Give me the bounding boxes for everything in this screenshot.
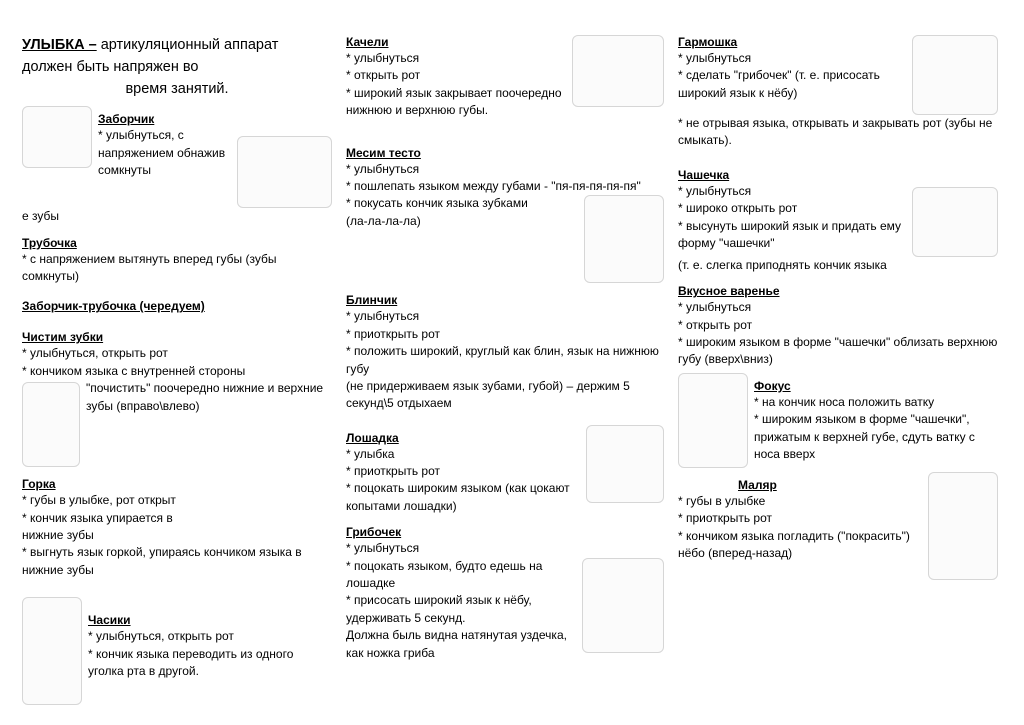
gorka-title: Горка bbox=[22, 477, 332, 491]
varenye-l1: * улыбнуться bbox=[678, 299, 998, 316]
magician-icon bbox=[678, 373, 748, 468]
seesaw-icon bbox=[572, 35, 664, 107]
varenye-block: Вкусное варенье * улыбнуться * открыть р… bbox=[678, 278, 998, 369]
zab-trub-title: Заборчик‑трубочка (чередуем) bbox=[22, 299, 332, 313]
gorka-l4: * выгнуть язык горкой, упираясь кончиком… bbox=[22, 544, 332, 579]
gribochek-block: Грибочек * улыбнуться * поцокать языком,… bbox=[346, 519, 664, 662]
accordion-icon bbox=[912, 35, 998, 115]
fokus-block: Фокус * на кончик носа положить ватку * … bbox=[678, 373, 998, 468]
fence-icon bbox=[22, 106, 92, 168]
gorka-block: Горка * губы в улыбке, рот открыт * конч… bbox=[22, 471, 332, 579]
gorka-l3: нижние зубы bbox=[22, 527, 332, 544]
varenye-l2: * открыть рот bbox=[678, 317, 998, 334]
mesim-l2: * пошлепать языком между губами - "пя-пя… bbox=[346, 178, 664, 195]
title-rest-2: время занятий. bbox=[22, 79, 332, 101]
cup-icon bbox=[912, 187, 998, 257]
horse-icon bbox=[586, 425, 664, 503]
zaborchik-l3: е зубы bbox=[22, 208, 332, 225]
mesim-block: Месим тесто * улыбнуться * пошлепать язы… bbox=[346, 140, 664, 284]
trubochka-title: Трубочка bbox=[22, 236, 332, 250]
varenye-title: Вкусное варенье bbox=[678, 284, 998, 298]
main-title: УЛЫБКА – артикуляционный аппарат должен … bbox=[22, 35, 332, 100]
blinchik-l3: * положить широкий, круглый как блин, яз… bbox=[346, 343, 664, 378]
zaborchik-block: Заборчик * улыбнуться, с напряжением обн… bbox=[22, 106, 332, 225]
clock-icon bbox=[22, 597, 82, 705]
painter-icon bbox=[928, 472, 998, 580]
blinchik-block: Блинчик * улыбнуться * приоткрыть рот * … bbox=[346, 287, 664, 412]
chashechka-block: Чашечка * улыбнуться * широко открыть ро… bbox=[678, 162, 998, 274]
chistim-block: Чистим зубки * улыбнуться, открыть рот *… bbox=[22, 324, 332, 467]
kacheli-block: Качели * улыбнуться * открыть рот * широ… bbox=[346, 35, 664, 120]
chashechka-title: Чашечка bbox=[678, 168, 998, 182]
column-2: Качели * улыбнуться * открыть рот * широ… bbox=[346, 35, 664, 690]
chistim-l2: * кончиком языка с внутренней стороны bbox=[22, 363, 332, 380]
trubochka-l1: * с напряжением вытянуть вперед губы (зу… bbox=[22, 251, 332, 286]
blinchik-l4: (не придерживаем язык зубами, губой) – д… bbox=[346, 378, 664, 413]
gribochek-title: Грибочек bbox=[346, 525, 664, 539]
gribochek-l1: * улыбнуться bbox=[346, 540, 664, 557]
mushroom-icon bbox=[582, 558, 664, 653]
malyar-block: Маляр * губы в улыбке * приоткрыть рот *… bbox=[678, 472, 998, 580]
trubochka-block: Трубочка * с напряжением вытянуть вперед… bbox=[22, 230, 332, 286]
gorka-l2: * кончик языка упирается в bbox=[22, 510, 332, 527]
blinchik-l2: * приоткрыть рот bbox=[346, 326, 664, 343]
smile-teeth-icon bbox=[237, 136, 332, 208]
slide-icon bbox=[22, 382, 80, 467]
mesim-title: Месим тесто bbox=[346, 146, 664, 160]
blinchik-l1: * улыбнуться bbox=[346, 308, 664, 325]
chistim-title: Чистим зубки bbox=[22, 330, 332, 344]
loshadka-block: Лошадка * улыбка * приоткрыть рот * поцо… bbox=[346, 425, 664, 516]
blinchik-title: Блинчик bbox=[346, 293, 664, 307]
pancakes-icon bbox=[584, 195, 664, 283]
gorka-l1: * губы в улыбке, рот открыт bbox=[22, 492, 332, 509]
mesim-l1: * улыбнуться bbox=[346, 161, 664, 178]
garmoshka-block: Гармошка * улыбнуться * сделать "грибоче… bbox=[678, 35, 998, 150]
varenye-l3: * широким языком в форме "чашечки" облиз… bbox=[678, 334, 998, 369]
chistim-l1: * улыбнуться, открыть рот bbox=[22, 345, 332, 362]
garmoshka-l3: * не отрывая языка, открывать и закрыват… bbox=[678, 115, 998, 150]
column-1: УЛЫБКА – артикуляционный аппарат должен … bbox=[22, 35, 332, 690]
title-bold: УЛЫБКА – bbox=[22, 37, 97, 53]
chashechka-l4: (т. е. слегка приподнять кончик языка bbox=[678, 257, 998, 274]
chasiki-block: Часики * улыбнуться, открыть рот * кончи… bbox=[22, 597, 332, 705]
column-3: Гармошка * улыбнуться * сделать "грибоче… bbox=[678, 35, 998, 690]
